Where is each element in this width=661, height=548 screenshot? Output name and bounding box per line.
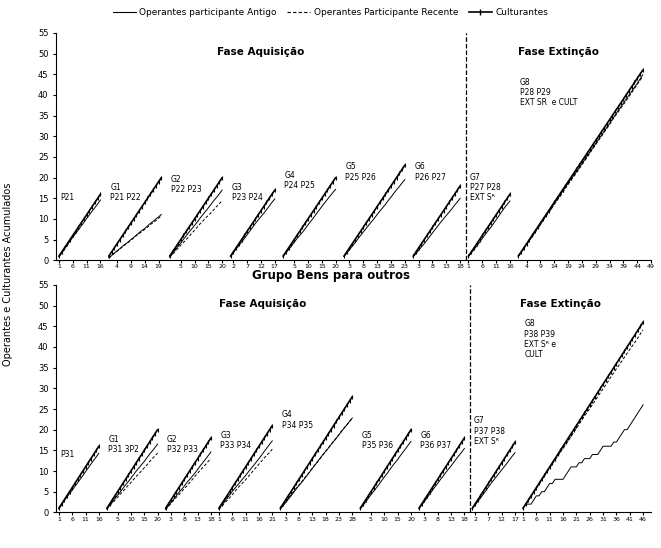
Text: P21: P21	[60, 193, 75, 202]
Text: P31: P31	[60, 449, 75, 459]
Text: G1
P31 3P2: G1 P31 3P2	[108, 435, 139, 454]
Text: G2
P22 P23: G2 P22 P23	[171, 175, 202, 194]
Text: Fase Extinção: Fase Extinção	[518, 47, 599, 58]
Legend: Operantes participante Antigo, Operantes Participante Recente, Culturantes: Operantes participante Antigo, Operantes…	[109, 4, 552, 21]
Text: G4
P24 P25: G4 P24 P25	[284, 170, 315, 190]
Text: G2
P32 P33: G2 P32 P33	[167, 435, 198, 454]
Text: Operantes e Culturantes Acumulados: Operantes e Culturantes Acumulados	[3, 182, 13, 366]
Text: Grupo Bens para outros: Grupo Bens para outros	[251, 269, 410, 282]
Text: G7
P37 P38
EXT Sᴿ: G7 P37 P38 EXT Sᴿ	[474, 416, 505, 446]
Text: G5
P25 P26: G5 P25 P26	[345, 162, 376, 182]
Text: G6
P26 P27: G6 P26 P27	[414, 162, 446, 182]
Text: Fase Aquisição: Fase Aquisição	[219, 299, 307, 310]
Text: G1
P21 P22: G1 P21 P22	[110, 183, 141, 202]
Text: G8
P38 P39
EXT Sᴿ e
CULT: G8 P38 P39 EXT Sᴿ e CULT	[524, 319, 557, 359]
Text: G3
P23 P24: G3 P23 P24	[232, 183, 263, 202]
Text: G8
P28 P29
EXT SR  e CULT: G8 P28 P29 EXT SR e CULT	[520, 77, 577, 107]
Text: Fase Aquisição: Fase Aquisição	[217, 47, 305, 58]
Text: G3
P33 P34: G3 P33 P34	[220, 431, 251, 450]
Text: Fase Extinção: Fase Extinção	[520, 299, 601, 310]
Text: G7
P27 P28
EXT Sᴿ: G7 P27 P28 EXT Sᴿ	[470, 173, 500, 202]
Text: G6
P36 P37: G6 P36 P37	[420, 431, 451, 450]
Text: G5
P35 P36: G5 P35 P36	[362, 431, 393, 450]
Text: G4
P34 P35: G4 P34 P35	[282, 410, 313, 430]
